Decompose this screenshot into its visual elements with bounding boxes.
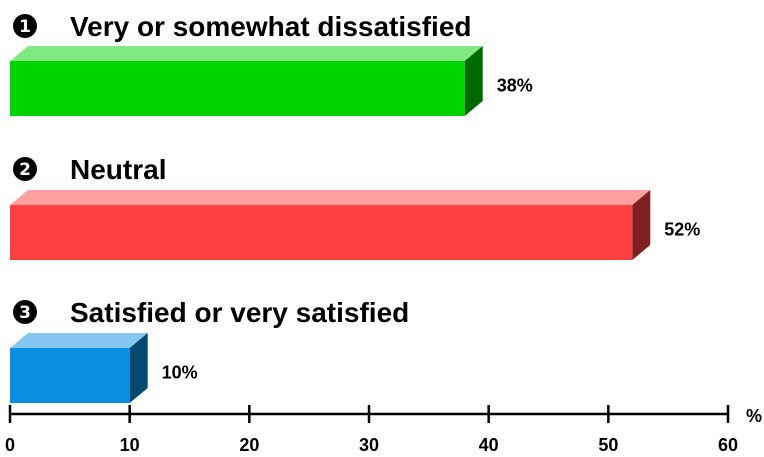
number-badge xyxy=(13,300,37,324)
bar-top-face xyxy=(10,333,148,348)
bar xyxy=(10,205,633,260)
number-badge-text: 2 xyxy=(19,160,31,180)
x-tick-label: 50 xyxy=(598,435,618,455)
number-badge-text: 1 xyxy=(19,17,31,37)
bar-side-face xyxy=(129,333,148,403)
bar-category-label: Satisfied or very satisfied xyxy=(70,297,409,328)
bar xyxy=(10,61,465,116)
x-tick-label: 40 xyxy=(479,435,499,455)
bar xyxy=(10,348,130,403)
value-label: 52% xyxy=(664,220,700,240)
x-tick-label: 10 xyxy=(120,435,140,455)
bar-side-face xyxy=(464,46,483,116)
value-label: 10% xyxy=(162,363,198,383)
x-tick-label: 30 xyxy=(359,435,379,455)
bar-category-label: Neutral xyxy=(70,154,166,185)
x-tick-label: 20 xyxy=(239,435,259,455)
bar-top-face xyxy=(10,190,651,205)
x-tick-label: 0 xyxy=(5,435,15,455)
bar-side-face xyxy=(632,190,651,260)
number-badge xyxy=(13,157,37,181)
value-label: 38% xyxy=(497,76,533,96)
x-axis-unit-label: % xyxy=(746,406,762,426)
number-badge-text: 3 xyxy=(19,303,31,323)
number-badge xyxy=(13,14,37,38)
bar-category-label: Very or somewhat dissatisfied xyxy=(70,11,472,42)
x-tick-label: 60 xyxy=(718,435,738,455)
bar-top-face xyxy=(10,46,483,61)
